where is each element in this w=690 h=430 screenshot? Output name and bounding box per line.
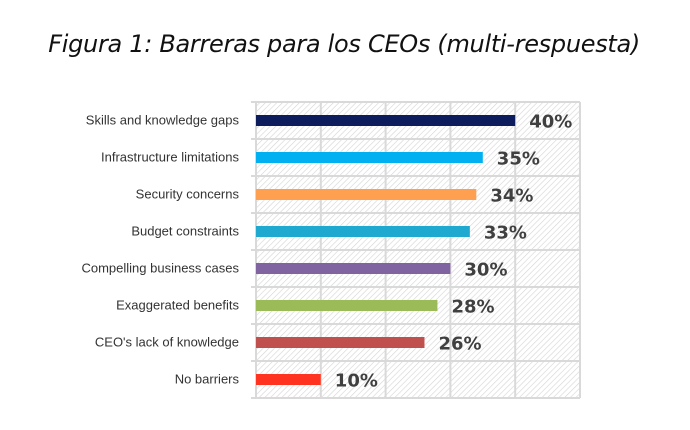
category-label: Infrastructure limitations <box>101 150 239 165</box>
data-label: 40% <box>529 112 572 133</box>
data-label: 35% <box>497 149 540 170</box>
category-label: Compelling business cases <box>81 261 239 276</box>
data-label: 30% <box>464 260 507 281</box>
data-label: 28% <box>451 297 494 318</box>
category-label: Security concerns <box>136 187 240 202</box>
data-label: 10% <box>335 371 378 392</box>
data-label: 34% <box>490 186 533 207</box>
bar <box>256 300 438 311</box>
category-label: CEO's lack of knowledge <box>95 335 239 350</box>
bar <box>256 226 470 237</box>
category-label: Skills and knowledge gaps <box>86 113 240 128</box>
category-label: Exaggerated benefits <box>116 298 239 313</box>
bar <box>256 374 321 385</box>
bar <box>256 263 451 274</box>
bar <box>256 115 516 126</box>
data-label: 26% <box>438 334 481 355</box>
category-label: No barriers <box>175 372 240 387</box>
bar <box>256 152 483 163</box>
category-label: Budget constraints <box>131 224 239 239</box>
chart-title: Figura 1: Barreras para los CEOs (multi-… <box>48 30 640 58</box>
bar <box>256 337 425 348</box>
bar <box>256 189 477 200</box>
data-label: 33% <box>484 223 527 244</box>
